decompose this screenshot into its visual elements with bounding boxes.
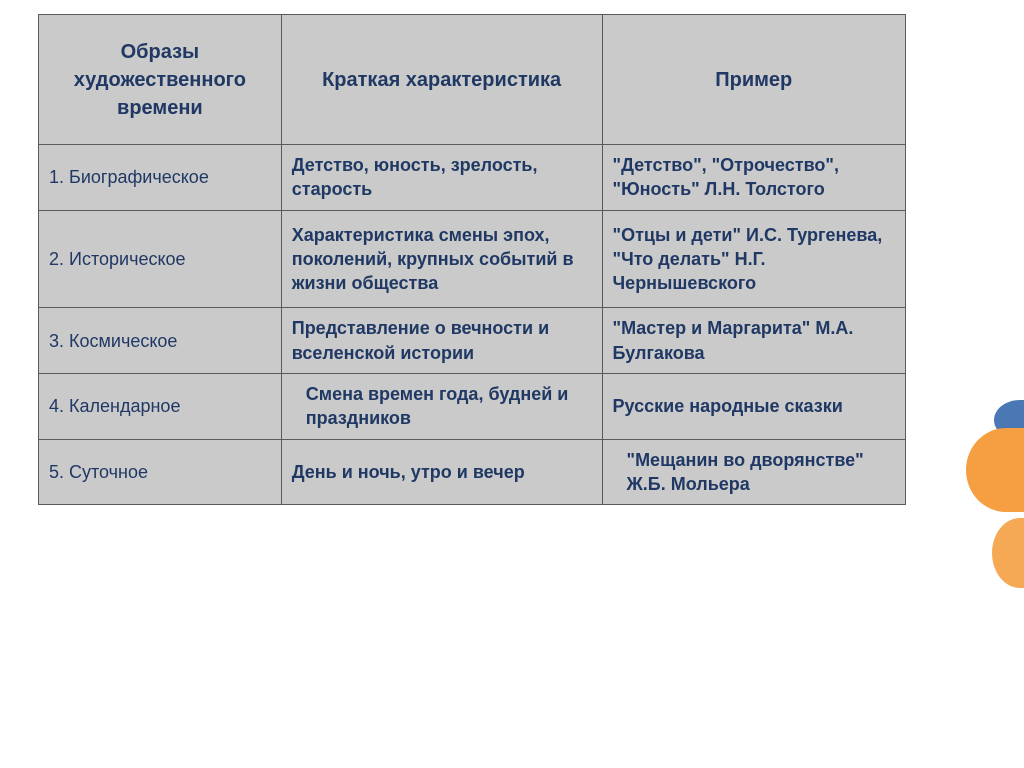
table-row: 5. Суточное День и ночь, утро и вечер "М… xyxy=(39,439,906,505)
row-desc: Характеристика смены эпох, поколений, кр… xyxy=(281,210,602,308)
row-desc: Смена времен года, будней и праздников xyxy=(281,374,602,440)
row-label: 2. Историческое xyxy=(39,210,282,308)
row-desc: Представление о вечности и вселенской ис… xyxy=(281,308,602,374)
row-label: 5. Суточное xyxy=(39,439,282,505)
table-row: 3. Космическое Представление о вечности … xyxy=(39,308,906,374)
col-header-characteristic: Краткая характеристика xyxy=(281,15,602,145)
table-row: 1. Биографическое Детство, юность, зрело… xyxy=(39,145,906,211)
orange-arc-small xyxy=(992,518,1024,588)
table-row: 4. Календарное Смена времен года, будней… xyxy=(39,374,906,440)
row-label: 3. Космическое xyxy=(39,308,282,374)
slide-decoration xyxy=(944,400,1024,600)
row-example: "Мастер и Маргарита" М.А. Булгакова xyxy=(602,308,905,374)
row-desc: Детство, юность, зрелость, старость xyxy=(281,145,602,211)
row-example: "Детство", "Отрочество", "Юность" Л.Н. Т… xyxy=(602,145,905,211)
artistic-time-table: Образы художественного времени Краткая х… xyxy=(38,14,906,505)
table-row: 2. Историческое Характеристика смены эпо… xyxy=(39,210,906,308)
col-header-example: Пример xyxy=(602,15,905,145)
orange-arc xyxy=(966,428,1024,512)
row-example: Русские народные сказки xyxy=(602,374,905,440)
row-label: 1. Биографическое xyxy=(39,145,282,211)
table-container: Образы художественного времени Краткая х… xyxy=(38,14,906,505)
col-header-images: Образы художественного времени xyxy=(39,15,282,145)
row-label: 4. Календарное xyxy=(39,374,282,440)
header-row: Образы художественного времени Краткая х… xyxy=(39,15,906,145)
row-example: "Мещанин во дворянстве" Ж.Б. Мольера xyxy=(602,439,905,505)
row-example: "Отцы и дети" И.С. Тургенева, "Что делат… xyxy=(602,210,905,308)
row-desc: День и ночь, утро и вечер xyxy=(281,439,602,505)
